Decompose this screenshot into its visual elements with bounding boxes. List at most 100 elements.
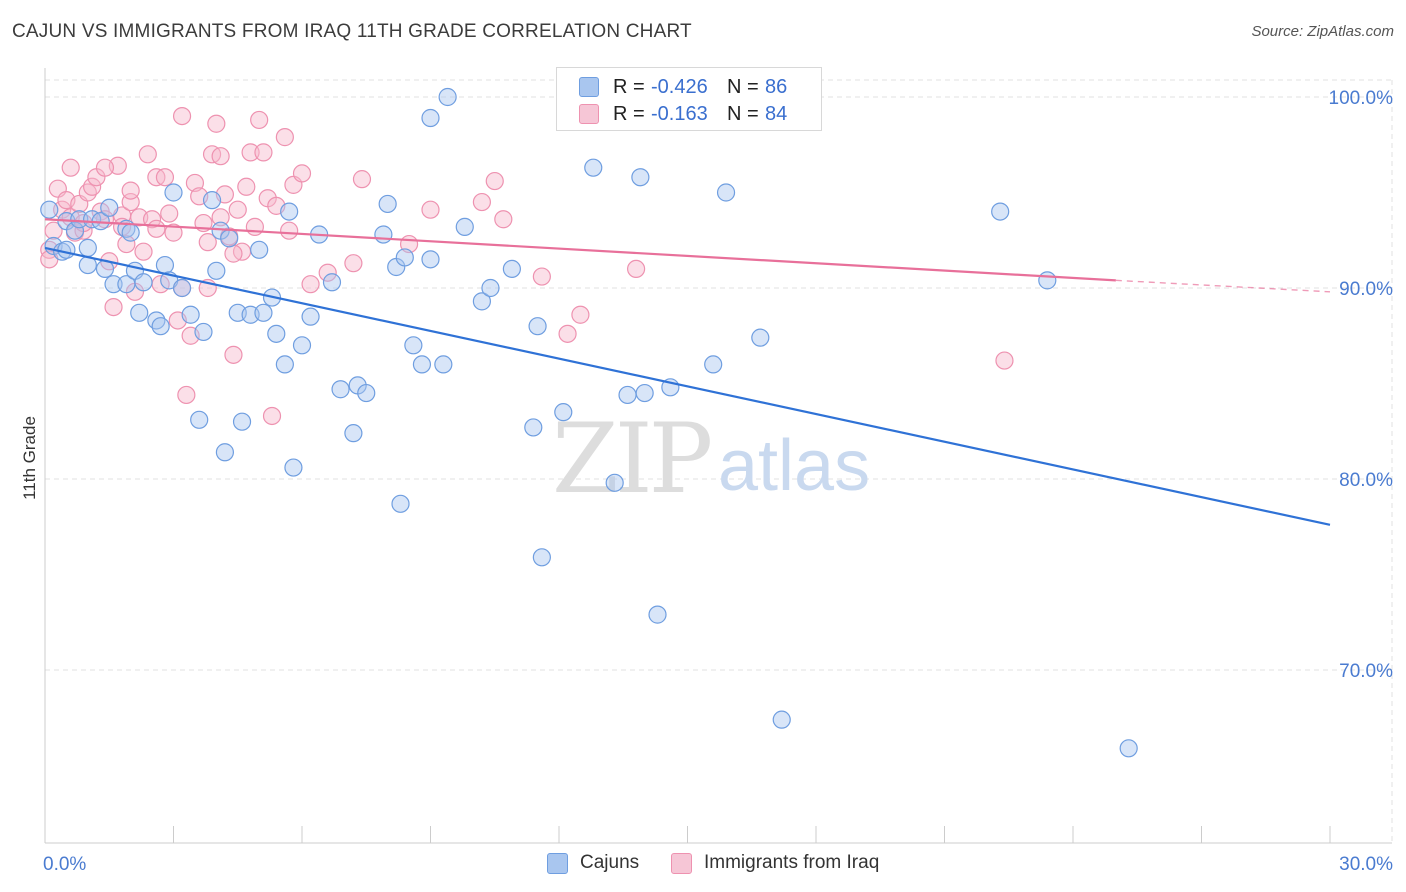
- trend-lines: [44, 218, 1331, 526]
- iraq-point: [117, 234, 136, 254]
- cajun-point: [104, 275, 123, 294]
- cajun-point: [991, 202, 1010, 221]
- cajun-point: [40, 200, 59, 219]
- cajun-point: [267, 324, 286, 343]
- iraq-point: [44, 221, 63, 240]
- cajun-point: [250, 240, 269, 259]
- cajun-trend-line: [44, 246, 1331, 526]
- iraq-point: [995, 351, 1014, 370]
- chart-title: CAJUN VS IMMIGRANTS FROM IRAQ 11TH GRADE…: [12, 21, 692, 42]
- cajun-point: [528, 317, 547, 336]
- cajun-point: [65, 221, 85, 240]
- legend-r-label: R =: [613, 102, 645, 125]
- watermark: ZIP atlas: [552, 403, 870, 515]
- cajun-point: [472, 292, 491, 311]
- iraq-point: [254, 143, 273, 162]
- iraq-point: [237, 177, 256, 196]
- legend-n-value: 84: [765, 102, 788, 125]
- cajun-point: [716, 183, 736, 202]
- cajun-point: [194, 322, 213, 342]
- iraq-point: [228, 200, 247, 219]
- cajun-point: [502, 259, 521, 278]
- cajun-point: [220, 229, 239, 248]
- legend-row-cajuns: R = -0.426 N = 86: [579, 75, 787, 99]
- cajun-point: [181, 305, 200, 324]
- legend-row-iraq: R = -0.163 N = 84: [579, 102, 787, 126]
- cajun-point: [434, 355, 453, 374]
- iraq-point: [185, 173, 205, 193]
- x-tick-label: 0.0%: [43, 854, 86, 875]
- cajun-point: [532, 548, 551, 567]
- legend-label-cajuns: Cajuns: [580, 852, 640, 873]
- iraq-point: [207, 114, 226, 133]
- legend-item-cajuns[interactable]: Cajuns: [547, 852, 639, 874]
- cajun-point: [301, 307, 320, 326]
- cajun-point: [280, 202, 299, 221]
- cajun-point: [284, 458, 303, 477]
- legend-swatch-iraq: [579, 104, 599, 124]
- cajun-point: [524, 418, 543, 437]
- cajun-point: [648, 605, 667, 624]
- iraq-point: [262, 406, 282, 426]
- series-iraq-points: [40, 87, 1014, 426]
- cajun-point: [121, 223, 140, 242]
- iraq-point: [134, 242, 153, 261]
- grid-lines: [45, 79, 1393, 843]
- cajun-point: [391, 494, 410, 513]
- cajun-point: [207, 261, 226, 280]
- cajun-point: [292, 336, 312, 355]
- iraq-point: [224, 345, 243, 364]
- cajun-point: [618, 385, 637, 405]
- y-tick-label: 70.0%: [1339, 661, 1393, 682]
- cajun-point: [751, 328, 770, 347]
- iraq-point: [121, 181, 140, 200]
- y-tick-label: 90.0%: [1339, 279, 1393, 300]
- iraq-point: [160, 204, 179, 223]
- cajun-point: [57, 240, 76, 259]
- cajun-point: [164, 183, 183, 202]
- cajun-point: [134, 273, 153, 292]
- iraq-point: [352, 170, 372, 189]
- cajun-point: [374, 225, 393, 244]
- series-cajun-points: [40, 87, 1138, 758]
- legend-swatch-cajuns: [579, 77, 599, 97]
- iraq-point: [147, 219, 166, 238]
- cajun-point: [190, 410, 209, 429]
- axes: [44, 68, 1392, 844]
- cajun-point: [172, 278, 192, 298]
- cajun-point: [584, 158, 603, 177]
- legend-item-iraq[interactable]: Immigrants from Iraq: [671, 852, 879, 874]
- iraq-trend-extension: [1115, 279, 1331, 293]
- cajun-point: [151, 317, 170, 336]
- tick-labels: 100.0% 90.0% 80.0% 70.0% 0.0% 30.0%: [43, 88, 1393, 875]
- cajun-point: [275, 355, 294, 374]
- watermark-atlas: atlas: [718, 426, 870, 506]
- iraq-point: [626, 259, 646, 278]
- cajun-point: [254, 303, 273, 322]
- iraq-point: [198, 233, 217, 252]
- y-tick-label: 100.0%: [1329, 88, 1394, 109]
- iraq-point: [472, 192, 491, 212]
- legend-label-iraq: Immigrants from Iraq: [704, 852, 880, 873]
- legend-r-label: R =: [613, 75, 645, 98]
- iraq-point: [241, 143, 260, 162]
- iraq-point: [172, 106, 192, 126]
- cajun-point: [70, 210, 89, 229]
- iraq-point: [301, 275, 320, 294]
- cajun-point: [215, 443, 234, 462]
- iraq-point: [558, 324, 577, 343]
- cajun-point: [605, 473, 624, 492]
- cajun-point: [631, 168, 650, 187]
- cajun-point: [1038, 271, 1057, 290]
- cajun-point: [704, 355, 723, 374]
- legend-n-value: 86: [765, 75, 788, 98]
- iraq-point: [494, 210, 513, 229]
- cajun-point: [421, 250, 440, 269]
- cajun-point: [1119, 739, 1138, 758]
- iraq-point: [224, 244, 243, 263]
- legend-r-value: -0.163: [651, 102, 708, 125]
- cajun-point: [554, 403, 573, 422]
- cajun-point: [421, 108, 440, 128]
- cajun-point: [378, 194, 397, 214]
